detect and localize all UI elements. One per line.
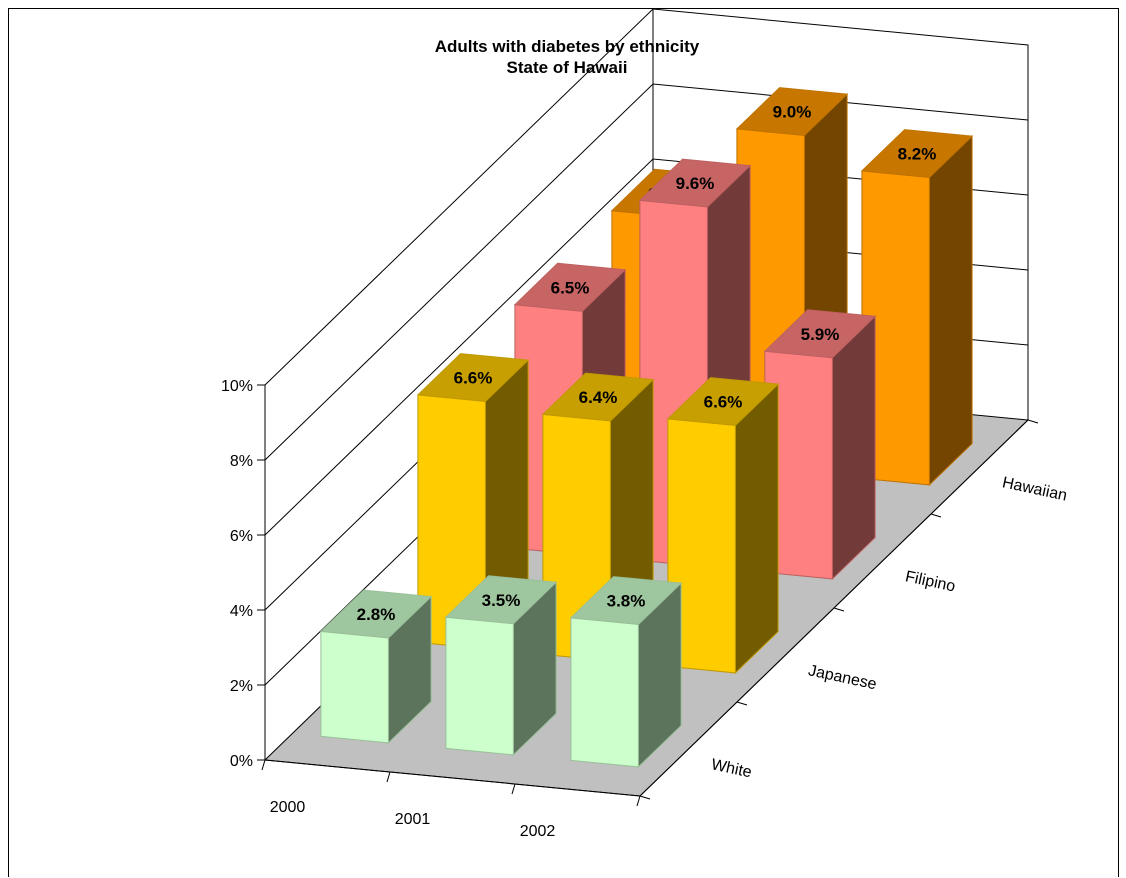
bar-side-face <box>831 315 876 581</box>
bar-japanese-2002: 6.6% <box>666 377 780 675</box>
chart-subtitle: State of Hawaii <box>507 58 628 77</box>
y-tick-label: 4% <box>230 603 253 620</box>
depth-tick-mark <box>639 795 651 800</box>
data-label: 9.0% <box>773 103 812 122</box>
bar-top-face <box>735 87 849 136</box>
x-tick-label: 2001 <box>395 811 431 828</box>
chart-title: Adults with diabetes by ethnicity <box>435 37 700 56</box>
bar-white-2002: 3.8% <box>569 576 683 769</box>
x-tick-mark <box>386 771 391 783</box>
x-tick-mark <box>261 759 266 771</box>
bar-top-face <box>416 353 530 402</box>
bar-white-2000: 2.8% <box>319 589 433 745</box>
y-tick-label: 6% <box>230 528 253 545</box>
data-label: 3.8% <box>607 592 646 611</box>
bar-japanese-2000: 6.6% <box>416 353 530 651</box>
data-label: 6.5% <box>551 278 590 297</box>
x-tick-mark <box>636 795 641 807</box>
bar-white-2001: 3.5% <box>444 575 558 757</box>
bar-filipino-2002: 5.9% <box>763 309 877 581</box>
data-label: 8.2% <box>898 145 937 164</box>
bar-top-face <box>763 309 877 359</box>
depth-tick-mark <box>930 513 942 518</box>
x-tick-label: 2002 <box>520 823 556 840</box>
depth-tick-label: Japanese <box>807 662 879 693</box>
bar-top-face <box>444 575 558 625</box>
data-label: 9.6% <box>676 174 715 193</box>
data-label: 6.6% <box>454 369 493 388</box>
bar-top-face <box>638 158 752 208</box>
depth-tick-mark <box>1027 419 1039 424</box>
bar-top-face <box>319 589 433 639</box>
bar-top-face <box>666 377 780 426</box>
data-label: 6.4% <box>579 388 618 407</box>
x-tick-label: 2000 <box>270 799 306 816</box>
depth-tick-mark <box>736 701 748 706</box>
bar-front-face <box>570 617 639 768</box>
data-label: 3.5% <box>482 591 521 610</box>
depth-tick-label: Filipino <box>904 568 957 595</box>
depth-tick-mark <box>833 607 845 612</box>
y-tick-label: 10% <box>221 378 253 395</box>
data-label: 6.6% <box>704 393 743 412</box>
bar-side-face <box>928 134 973 487</box>
bar-top-face <box>569 576 683 625</box>
bar-top-face <box>541 372 655 422</box>
gridline <box>264 83 1029 461</box>
y-tick-label: 2% <box>230 678 253 695</box>
bar-hawaiian-2002: 8.2% <box>860 129 974 487</box>
data-label: 2.8% <box>357 605 396 624</box>
depth-tick-label: Hawaiian <box>1001 474 1069 504</box>
x-axis-line <box>264 759 641 797</box>
y-tick-label: 8% <box>230 453 253 470</box>
depth-tick-label: White <box>710 756 754 781</box>
bar-side-face <box>734 382 779 675</box>
bar-front-face <box>320 630 389 744</box>
bar-front-face <box>445 616 514 756</box>
y-tick-label: 0% <box>230 753 253 770</box>
bar-top-face <box>860 129 974 178</box>
bar-top-face <box>513 262 627 312</box>
x-tick-mark <box>511 783 516 795</box>
data-label: 5.9% <box>801 325 840 344</box>
